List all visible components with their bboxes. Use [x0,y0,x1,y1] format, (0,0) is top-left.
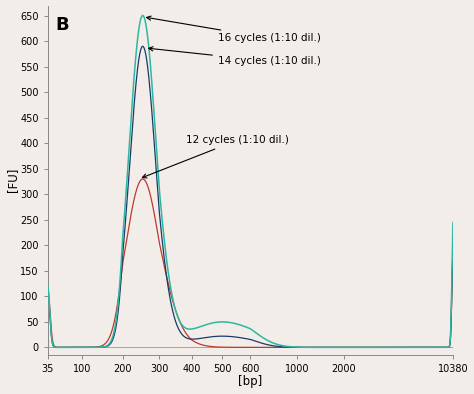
X-axis label: [bp]: [bp] [238,375,263,388]
Text: 14 cycles (1:10 dil.): 14 cycles (1:10 dil.) [149,47,321,66]
Text: 12 cycles (1:10 dil.): 12 cycles (1:10 dil.) [142,135,289,178]
Text: 16 cycles (1:10 dil.): 16 cycles (1:10 dil.) [146,16,321,43]
Text: B: B [56,16,69,34]
Y-axis label: [FU]: [FU] [6,168,18,193]
